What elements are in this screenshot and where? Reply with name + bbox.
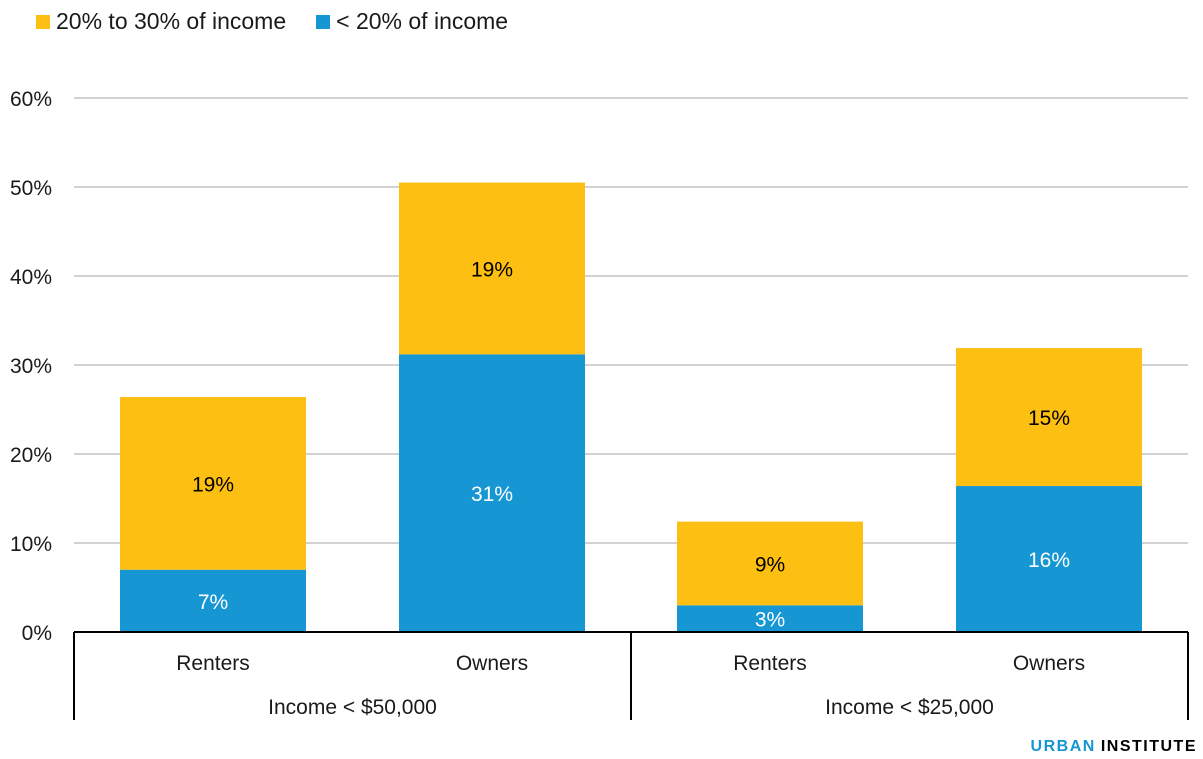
data-label: 15% xyxy=(1028,407,1070,430)
x-category-label: Owners xyxy=(456,652,528,675)
y-tick-label: 50% xyxy=(10,177,52,200)
urban-institute-logo: URBAN INSTITUTE xyxy=(1031,738,1197,756)
legend-swatch-blue xyxy=(316,14,331,29)
data-label: 7% xyxy=(198,591,228,614)
y-tick-label: 10% xyxy=(10,533,52,556)
legend-label-under-20: < 20% of income xyxy=(336,8,509,34)
bar-segment xyxy=(399,182,585,355)
data-label: 19% xyxy=(471,258,513,281)
bar-segment xyxy=(677,605,863,632)
data-label: 3% xyxy=(755,609,785,632)
legend-label-20-to-30: 20% to 30% of income xyxy=(56,8,287,34)
bar-segment xyxy=(956,348,1142,487)
x-category-label: Owners xyxy=(1013,652,1085,675)
brand-urban: URBAN xyxy=(1030,738,1096,755)
y-tick-label: 40% xyxy=(10,266,52,289)
x-group-label: Income < $25,000 xyxy=(825,696,994,719)
legend-item-under-20: < 20% of income xyxy=(316,8,508,35)
brand-institute: INSTITUTE xyxy=(1100,738,1197,755)
data-label: 9% xyxy=(755,553,785,576)
legend-swatch-yellow xyxy=(36,14,50,29)
chart-legend: 20% to 30% of income < 20% of income xyxy=(36,8,538,35)
y-tick-label: 0% xyxy=(22,622,52,645)
data-label: 16% xyxy=(1028,549,1070,572)
x-category-label: Renters xyxy=(733,652,807,675)
bar-segment xyxy=(120,569,306,632)
data-label: 19% xyxy=(192,473,234,496)
bar-segment xyxy=(956,486,1142,632)
data-label: 31% xyxy=(471,483,513,506)
y-tick-label: 30% xyxy=(10,355,52,378)
legend-item-20-to-30: 20% to 30% of income xyxy=(36,8,286,35)
bar-segment xyxy=(399,354,585,632)
x-category-label: Renters xyxy=(176,652,250,675)
y-tick-label: 60% xyxy=(10,88,52,111)
y-tick-label: 20% xyxy=(10,444,52,467)
bar-segment xyxy=(677,521,863,606)
bar-segment xyxy=(120,397,306,570)
x-group-label: Income < $50,000 xyxy=(268,696,437,719)
